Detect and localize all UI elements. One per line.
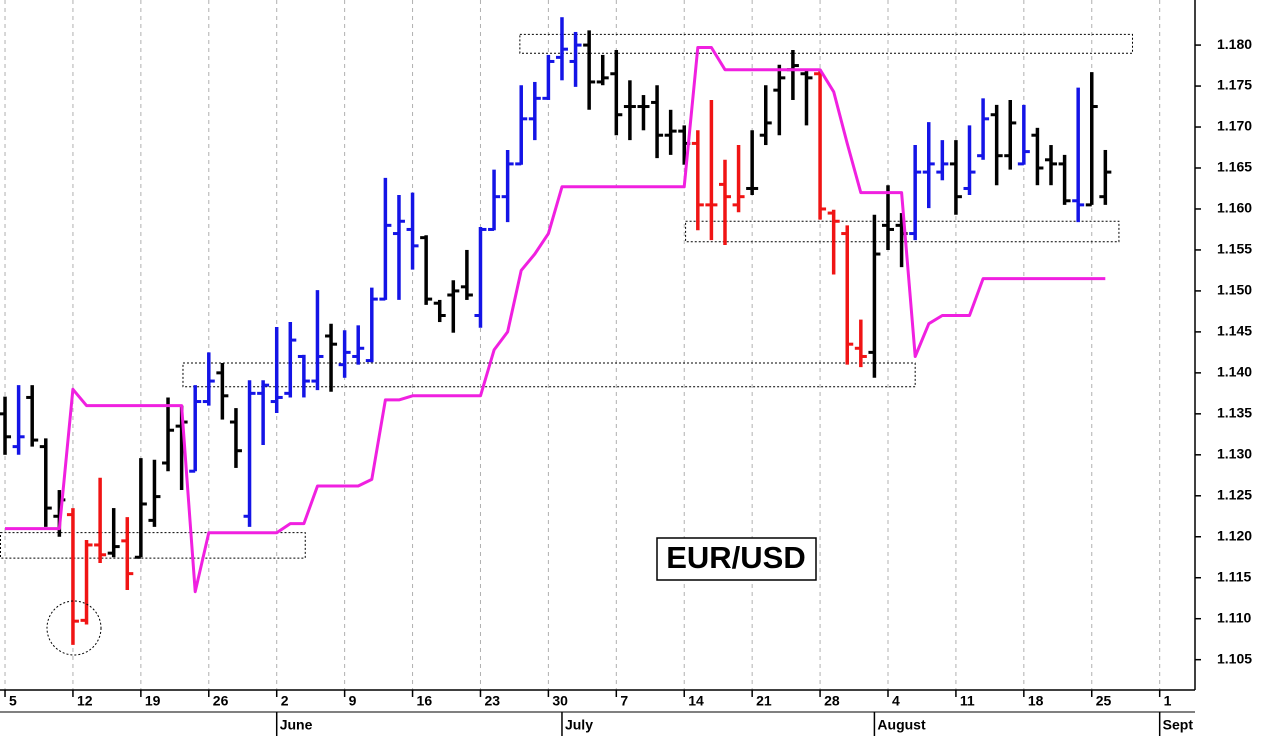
y-tick-label: 1.150 xyxy=(1217,282,1252,298)
y-tick-label: 1.155 xyxy=(1217,241,1252,257)
y-tick-label: 1.125 xyxy=(1217,486,1252,502)
y-tick-label: 1.110 xyxy=(1217,609,1251,625)
y-tick-label: 1.165 xyxy=(1217,159,1252,175)
y-tick-label: 1.120 xyxy=(1217,527,1252,543)
x-tick-label: 4 xyxy=(892,693,900,709)
month-label: June xyxy=(280,717,313,733)
month-label: August xyxy=(877,717,926,733)
x-tick-label: 1 xyxy=(1164,693,1172,709)
x-tick-label: 18 xyxy=(1028,693,1044,709)
x-tick-label: 7 xyxy=(620,693,628,709)
y-labels: 1.105 1.110 1.115 1.120 1.125 1.130 1.135 1.140… xyxy=(1217,36,1252,667)
y-tick-label: 1.180 xyxy=(1217,36,1252,52)
x-tick-label: 2 xyxy=(281,693,289,709)
x-tick-label: 14 xyxy=(688,693,704,709)
zone xyxy=(182,362,916,388)
y-tick-label: 1.130 xyxy=(1217,446,1252,462)
x-tick-label: 23 xyxy=(484,693,500,709)
labels: 512192629162330714212841118251MayJuneJul… xyxy=(9,693,1194,733)
x-tick-label: 25 xyxy=(1096,693,1112,709)
plot xyxy=(0,17,1112,645)
y-tick-label: 1.170 xyxy=(1217,118,1252,134)
x-tick-label: 28 xyxy=(824,693,840,709)
y-tick-label: 1.160 xyxy=(1217,200,1252,216)
y-tick-label: 1.105 xyxy=(1217,650,1252,666)
y-tick-label: 1.115 xyxy=(1217,568,1251,584)
annotation: EUR/USD xyxy=(666,540,806,575)
highlight-circle xyxy=(46,600,102,656)
y-tick-label: 1.135 xyxy=(1217,405,1252,421)
x-tick-label: 21 xyxy=(756,693,772,709)
annotation-box xyxy=(656,537,817,581)
x-tick-label: 26 xyxy=(213,693,229,709)
x-tick-label: 9 xyxy=(349,693,357,709)
x-tick-label: 30 xyxy=(552,693,568,709)
month-label: Sept xyxy=(1163,717,1194,733)
y-tick-label: 1.140 xyxy=(1217,364,1252,380)
x-tick-label: 19 xyxy=(145,693,161,709)
x-tick-label: 12 xyxy=(77,693,93,709)
y-tick-label: 1.145 xyxy=(1217,323,1252,339)
y-tick-label: 1.175 xyxy=(1217,77,1252,93)
axes xyxy=(0,0,1201,736)
x-tick-label: 11 xyxy=(960,693,975,709)
x-tick-label: 16 xyxy=(417,693,433,709)
indicator-line xyxy=(5,46,1106,594)
month-label: July xyxy=(565,717,593,733)
zone xyxy=(519,33,1134,54)
x-tick-label: 5 xyxy=(9,693,17,709)
zone xyxy=(0,532,306,559)
